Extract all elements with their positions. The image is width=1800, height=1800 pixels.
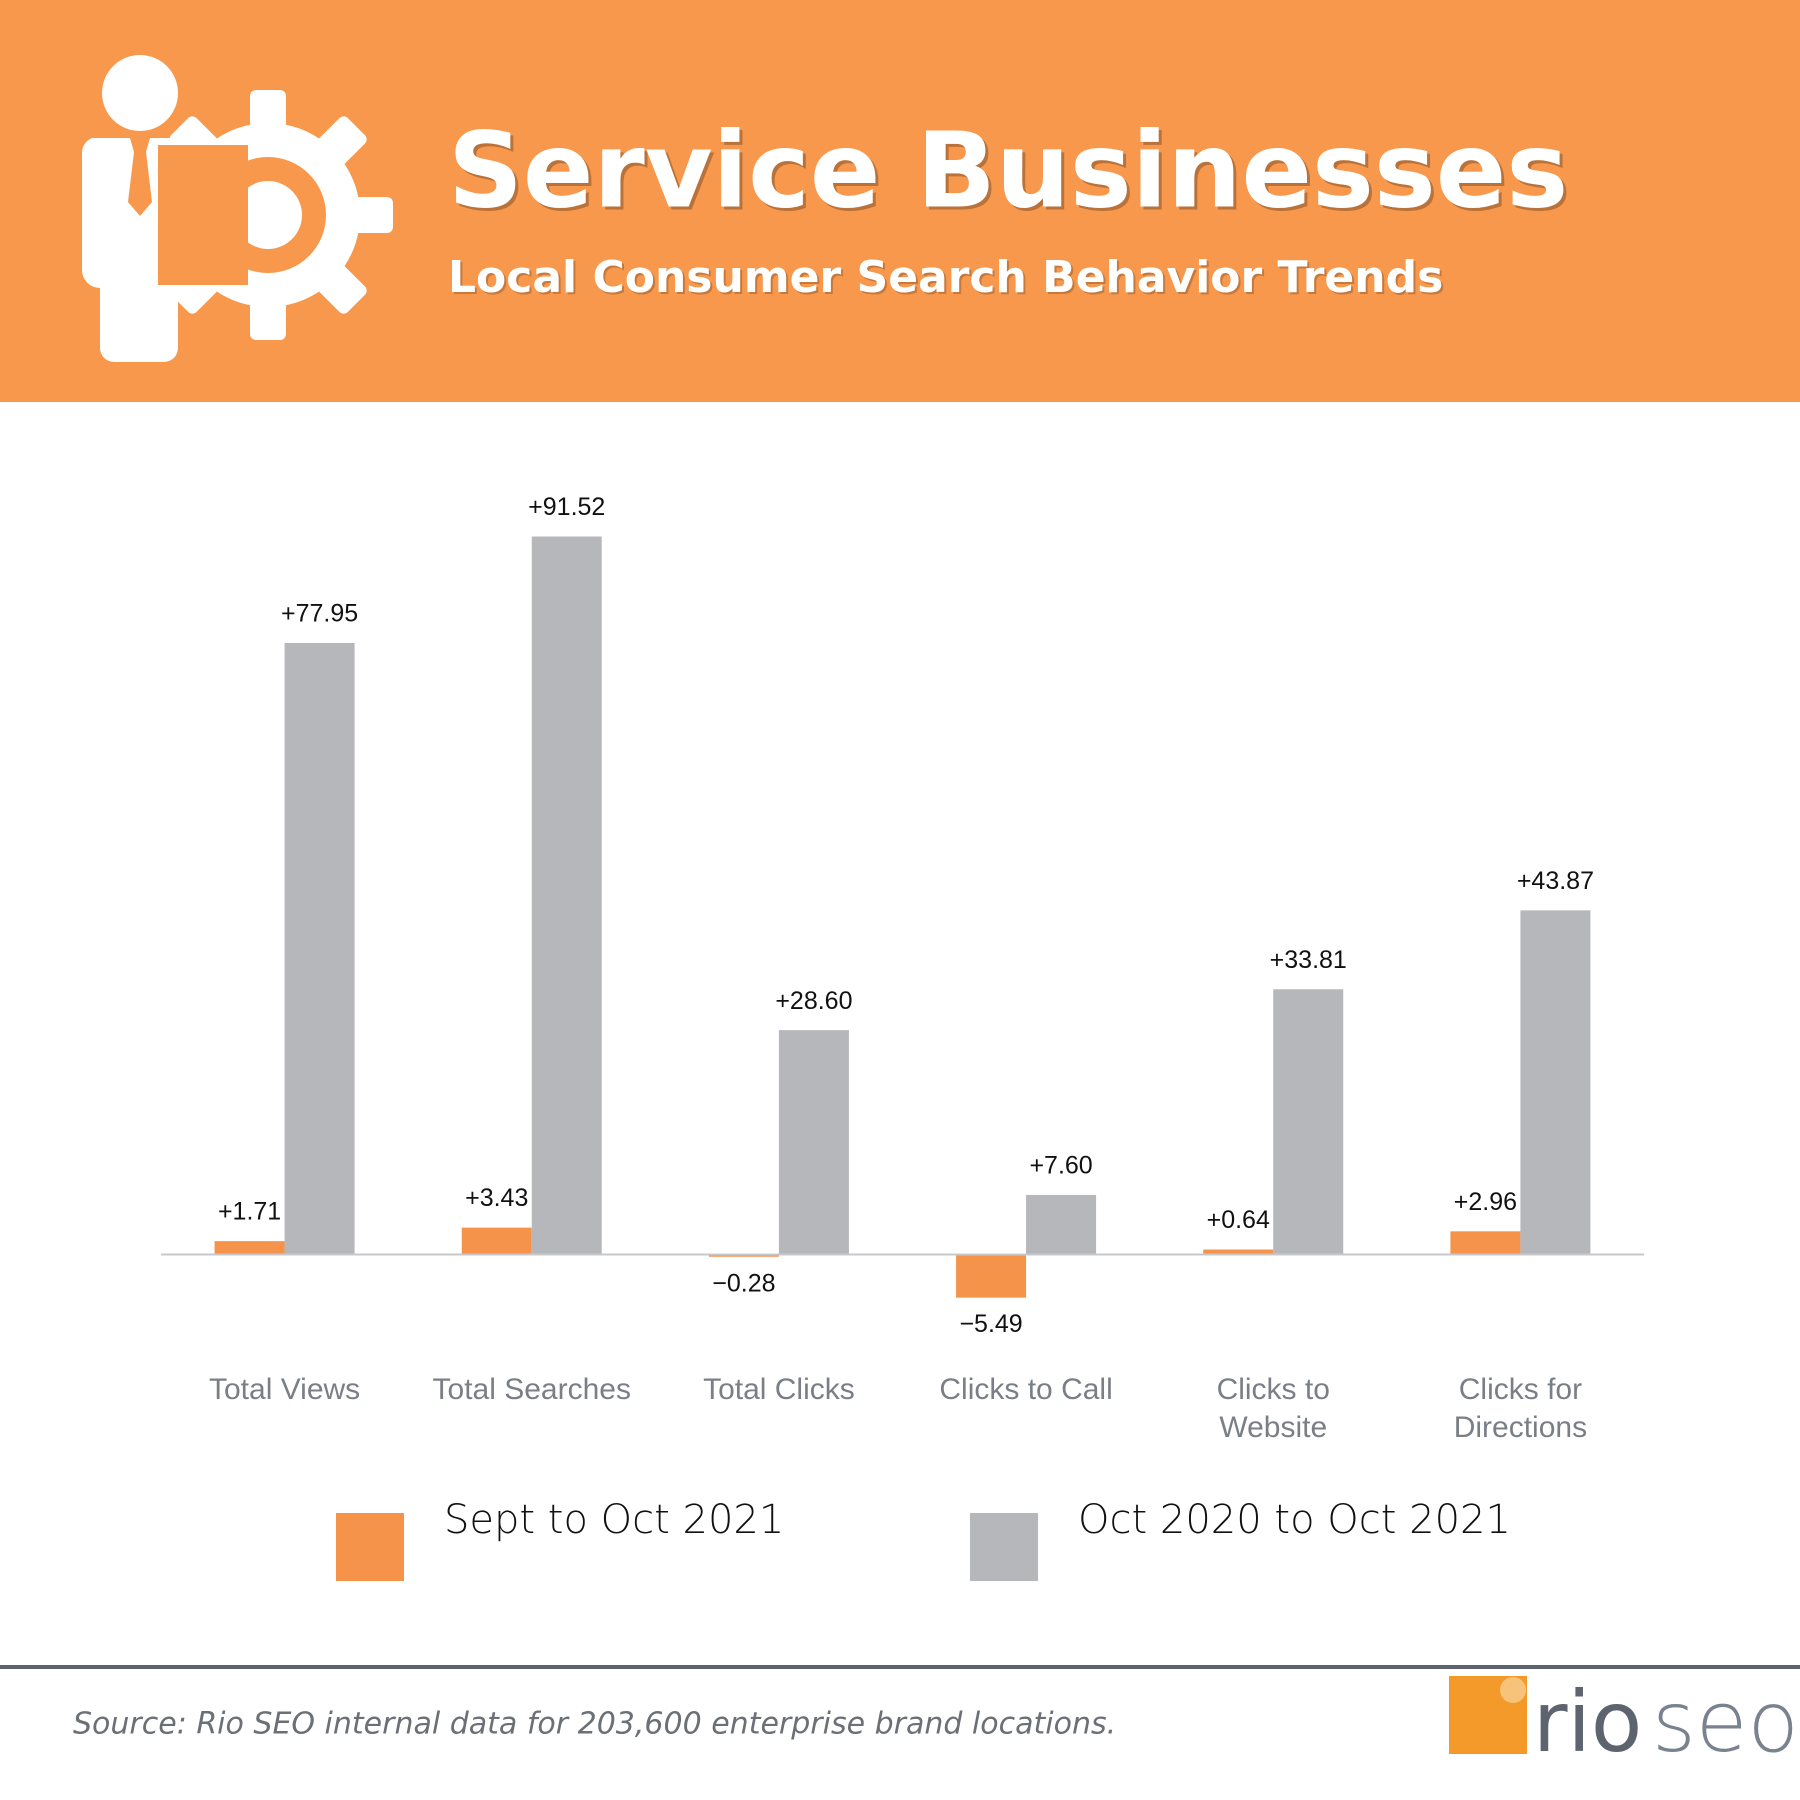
x-tick-label: Clicks to Website	[1217, 1373, 1330, 1444]
value-label: +33.81	[1270, 946, 1347, 974]
value-label: +7.60	[1029, 1152, 1092, 1180]
bar	[708, 1254, 779, 1257]
x-tick-label: Clicks to Call	[939, 1373, 1112, 1406]
bar	[284, 642, 355, 1255]
bar	[531, 536, 602, 1255]
bar	[214, 1241, 285, 1255]
chart-subtitle: Local Consumer Search Behavior Trends	[448, 252, 1443, 303]
bar	[778, 1030, 849, 1255]
bar	[1026, 1194, 1097, 1255]
logo: rio seo	[1449, 1673, 1799, 1771]
value-label: −5.49	[959, 1310, 1022, 1338]
value-label: −0.28	[712, 1269, 775, 1297]
legend-label: Sept to Oct 2021	[444, 1497, 784, 1543]
bar	[1520, 910, 1591, 1255]
logo-text: seo	[1652, 1673, 1799, 1771]
source-note: Source: Rio SEO internal data for 203,60…	[73, 1707, 1116, 1742]
legend-swatch	[970, 1513, 1038, 1581]
bar	[461, 1227, 532, 1255]
logo-text: rio	[1533, 1673, 1642, 1771]
value-label: +28.60	[775, 987, 852, 1015]
x-tick-label: Total Searches	[433, 1373, 631, 1406]
value-label: +43.87	[1517, 867, 1594, 895]
bar	[1273, 989, 1344, 1255]
x-tick-label: Total Views	[209, 1373, 360, 1406]
x-tick-label: Total Clicks	[703, 1373, 855, 1406]
value-label: +2.96	[1454, 1188, 1517, 1216]
value-label: +3.43	[465, 1184, 528, 1212]
bar	[956, 1254, 1027, 1298]
logo-dot	[1500, 1677, 1526, 1703]
bar	[1450, 1231, 1521, 1255]
x-tick-label: Clicks for Directions	[1454, 1373, 1587, 1444]
value-label: +0.64	[1207, 1206, 1270, 1234]
chart-title: Service Businesses	[448, 109, 1568, 231]
header-icon	[81, 55, 393, 362]
legend-label: Oct 2020 to Oct 2021	[1078, 1497, 1511, 1543]
value-label: +91.52	[528, 493, 605, 521]
value-label: +1.71	[218, 1198, 281, 1226]
bar	[1203, 1249, 1274, 1255]
value-label: +77.95	[281, 600, 358, 628]
legend-swatch	[336, 1513, 404, 1581]
